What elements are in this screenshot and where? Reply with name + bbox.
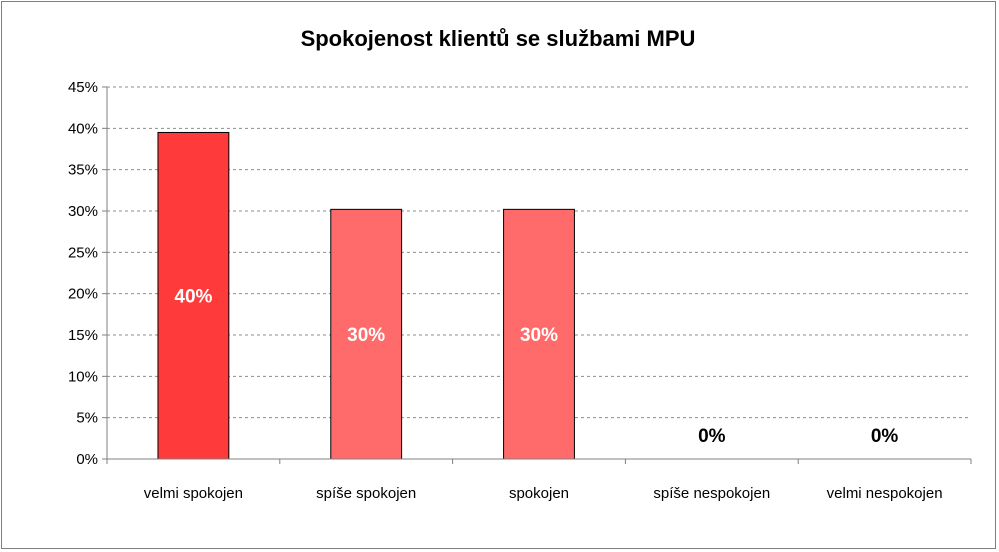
y-tick-label: 25% [68, 244, 98, 261]
y-tick-label: 5% [76, 410, 98, 427]
y-tick-label: 35% [68, 162, 98, 179]
data-labels: 40% 30% 30% 0% 0% [174, 287, 898, 447]
data-label: 30% [347, 325, 385, 346]
data-label: 0% [698, 426, 726, 447]
bar [503, 208, 575, 460]
y-axis: 0% 5% 10% 15% 20% 25% 30% 35% 40% 45% [68, 79, 108, 468]
data-label: 0% [871, 426, 899, 447]
x-axis: velmi spokojen spíše spokojen spokojen spíš… [106, 458, 972, 502]
bar [330, 208, 403, 460]
x-tick-label: velmi spokojen [144, 485, 243, 502]
chart-title: Spokojenost klientů se službami MPU [301, 26, 696, 51]
bar [157, 131, 230, 460]
y-tick-label: 0% [76, 451, 98, 468]
data-label: 40% [174, 287, 212, 308]
bars [157, 131, 575, 460]
x-tick-label: spokojen [509, 485, 569, 502]
y-tick-label: 15% [68, 327, 98, 344]
data-label: 30% [520, 325, 558, 346]
y-tick-label: 45% [68, 79, 98, 96]
y-tick-label: 20% [68, 286, 98, 303]
y-tick-label: 40% [68, 120, 98, 137]
x-tick-label: spíše nespokojen [653, 485, 770, 502]
x-tick-label: spíše spokojen [316, 485, 416, 502]
y-tick-label: 30% [68, 203, 98, 220]
y-tick-label: 10% [68, 368, 98, 385]
x-tick-label: velmi nespokojen [827, 485, 943, 502]
